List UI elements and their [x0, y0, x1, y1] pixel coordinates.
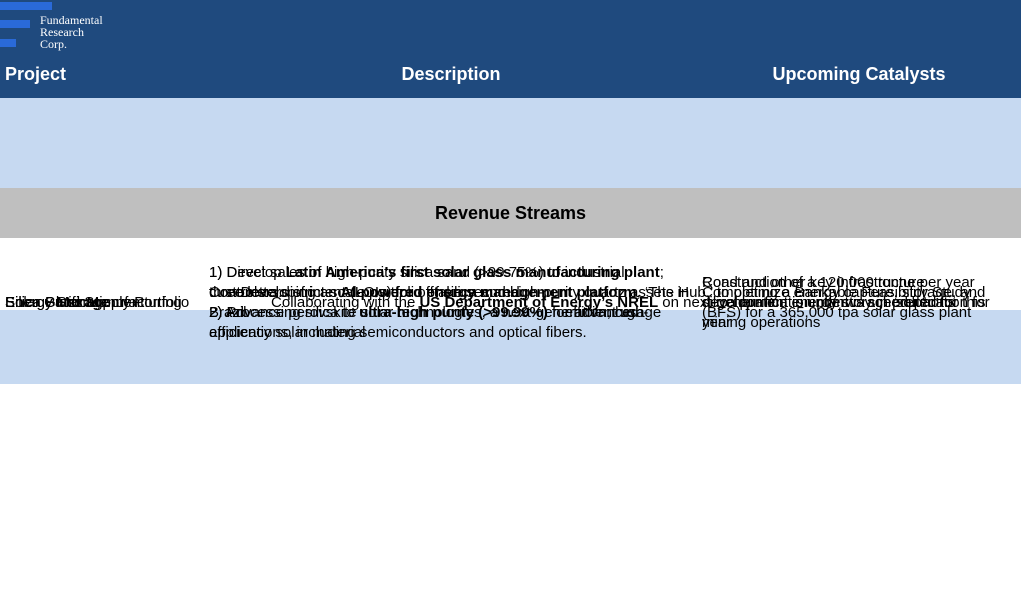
table-row: Silica Sand Supply Portfolio Controls a d…: [0, 0, 1021, 331]
text-run: US Department of Energy’s NREL: [419, 294, 659, 311]
paragraph: Controls a district-scale portfolio of s…: [209, 283, 695, 323]
description-cell: Collaborating with the US Department of …: [205, 0, 1021, 606]
project-name: Solar Glass Manufacturing: [5, 294, 182, 311]
project-name: Silica Sand Supply Portfolio: [5, 294, 190, 311]
description-cell: 1) Develop Latin America’s first solar g…: [209, 0, 695, 606]
project-cell: Energy Storage: [5, 0, 205, 606]
column-header: Upcoming Catalysts: [772, 64, 946, 84]
column-header: Description: [401, 64, 501, 84]
description-cell: 1) Direct sales of high-purity silica sa…: [209, 0, 695, 606]
text-run: 2) Processing silica to: [209, 304, 360, 321]
table-row: Energy Storage Collaborating with the US …: [0, 294, 1021, 384]
description-cell: Controls a district-scale portfolio of s…: [209, 0, 695, 606]
text-run: AI-powered energy management platform: [340, 284, 637, 301]
paragraph: 2) Processing silica to ultra-high purit…: [209, 303, 695, 343]
text-run: ultra-high purity (>99.99%): [359, 304, 548, 321]
text-run: Road and other key infrastructure develo…: [702, 274, 990, 331]
text-run: , ‘The Hub,’ to optimize energy capture,…: [564, 284, 986, 321]
table-row: Silica Purification 1) Direct sales of hi…: [0, 90, 1021, 341]
logo-text: Research: [40, 25, 84, 39]
section-header: Revenue Streams: [0, 188, 1021, 238]
logo-bar: [0, 2, 52, 10]
text-run: Controls a district-scale portfolio of s…: [209, 284, 690, 321]
logo-bar: [0, 20, 30, 28]
paragraph: Construction of a 120,000 tonne per year…: [702, 273, 1012, 333]
project-name: Energy Management: [5, 294, 145, 311]
catalyst-cell: Completing a Bankable Feasibility Study …: [702, 0, 1012, 606]
paragraph: 2) Advance perovskite solar technologies…: [209, 303, 695, 343]
text-run: 1) Direct sales of high-purity silica sa…: [209, 264, 625, 301]
catalyst-cell: Construction of a 120,000 tonne per year…: [702, 0, 1012, 606]
paragraph: 1) Direct sales of high-purity silica sa…: [209, 263, 695, 303]
table-row: Solar Glass Manufacturing 1) Develop Lati…: [0, 200, 1021, 341]
paragraph: Completing a Bankable Feasibility Study …: [702, 283, 1012, 323]
text-run: Completing a Bankable Feasibility Study …: [702, 284, 972, 321]
text-run: Construction of a 120,000 tonne per year…: [702, 274, 986, 331]
paragraph: Collaborating with the US Department of …: [215, 293, 1011, 313]
header: Fundamental Research Corp. Project Descr…: [0, 0, 1021, 98]
paragraph: Developing an AI-powered energy manageme…: [215, 283, 1011, 323]
text-run: on next-generation energy storage soluti…: [658, 294, 955, 311]
text-run: 1) Develop: [209, 264, 286, 281]
logo-text: Corp.: [40, 37, 67, 51]
text-run: for advanced applications, including sem…: [209, 304, 639, 341]
table-row: Energy Management Developing an AI-powere…: [0, 284, 1021, 458]
text-run: Developing an: [240, 284, 341, 301]
text-run: Collaborating with the: [271, 294, 420, 311]
project-cell: Silica Purification: [5, 0, 205, 606]
description-cell: Developing an AI-powered energy manageme…: [205, 0, 1021, 606]
logo-text: Fundamental: [40, 13, 103, 27]
text-run: 2) Advance perovskite solar technologies…: [209, 304, 649, 341]
project-cell: Silica Sand Supply Portfolio: [5, 0, 205, 606]
paragraph: Road and other key infrastructure develo…: [702, 273, 1012, 333]
logo: Fundamental Research Corp.: [40, 14, 103, 50]
text-run: ; three letters of intent (LOIs) for off…: [209, 264, 664, 301]
column-header: Project: [5, 64, 67, 84]
catalyst-cell: Road and other key infrastructure develo…: [702, 0, 1012, 606]
project-name: Silica Purification: [5, 294, 120, 311]
paragraph: 1) Develop Latin America’s first solar g…: [209, 263, 695, 303]
project-cell: Solar Glass Manufacturing: [5, 0, 205, 606]
project-cell: Energy Management: [5, 0, 205, 606]
text-run: Latin America’s first solar glass manufa…: [285, 264, 660, 281]
logo-bar: [0, 39, 16, 47]
project-name: Energy Storage: [5, 294, 110, 311]
